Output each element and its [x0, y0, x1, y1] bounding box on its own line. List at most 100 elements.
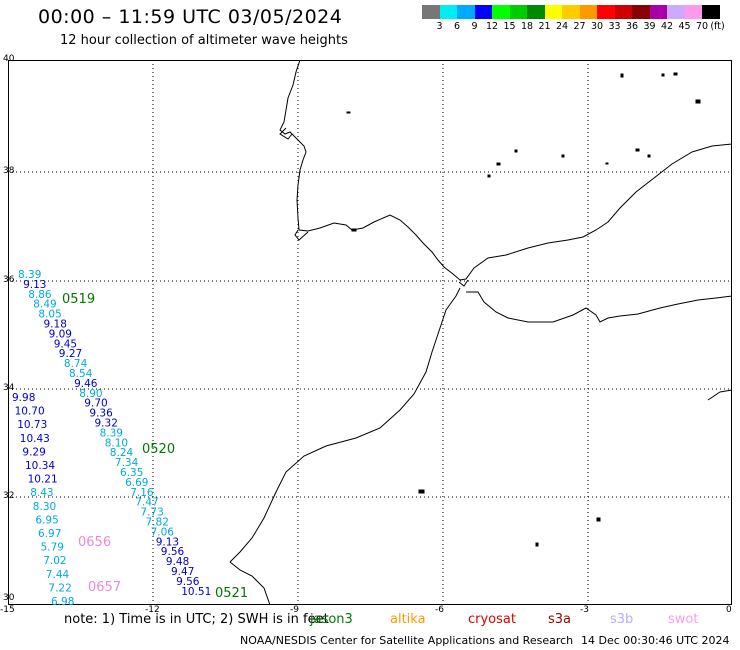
coastline [229, 60, 732, 605]
color-swatch [579, 5, 597, 19]
color-scale-label: 70 [695, 21, 709, 32]
wave-height-value: 6.98 [51, 596, 74, 605]
satellite-label-altika: altika [390, 612, 426, 627]
y-tick-label: 30 [3, 593, 15, 603]
color-swatch [597, 5, 615, 19]
pass-label: 0519 [62, 292, 95, 307]
wave-height-value: 10.51 [181, 586, 211, 598]
island [514, 149, 518, 153]
color-scale-label: 6 [453, 21, 461, 32]
wave-height-value: 7.44 [46, 569, 70, 581]
wave-height-value: 7.82 [146, 517, 169, 529]
island [596, 517, 601, 522]
lat-lon-grid [8, 60, 732, 605]
color-scale-label: 33 [608, 21, 621, 32]
wave-height-value: 6.69 [125, 477, 148, 489]
wave-height-value: 8.30 [33, 501, 56, 513]
island [487, 174, 491, 178]
pass-label: 0656 [78, 535, 111, 550]
color-swatch [509, 5, 527, 19]
wave-height-value: 8.74 [64, 358, 88, 370]
island [635, 148, 640, 152]
color-swatch [614, 5, 632, 19]
island [647, 154, 651, 158]
y-tick-label: 34 [3, 383, 15, 393]
color-scale-label: 15 [503, 21, 516, 32]
wave-height-value: 9.48 [166, 556, 189, 568]
wave-height-value: 9.29 [22, 446, 45, 458]
color-swatch [684, 5, 702, 19]
wave-height-value: 7.06 [151, 526, 175, 538]
color-scale-label: 12 [485, 21, 499, 32]
morocco-coast-lower [229, 561, 271, 605]
morocco-atlantic-coast [229, 287, 461, 563]
satellite-label-swot: swot [668, 612, 699, 627]
y-tick-label: 40 [3, 54, 15, 64]
color-scale-labels: 3 6 9 12 15 18 21 24 27 30 33 36 39 42 45 70 (ft) [422, 21, 740, 33]
island [620, 73, 624, 78]
map-subtitle: 12 hour collection of altimeter wave hei… [60, 33, 348, 48]
wave-height-value: 9.13 [156, 536, 179, 548]
island [661, 73, 665, 77]
footer-timestamp: 14 Dec 00:30:46 UTC 2024 [581, 634, 730, 647]
cape-sao-vicente [294, 229, 309, 241]
map-frame [8, 60, 732, 605]
color-swatch [439, 5, 457, 19]
island [561, 154, 565, 158]
gibraltar [458, 279, 469, 287]
wave-height-value: 8.49 [33, 299, 56, 311]
island [695, 99, 701, 104]
wave-height-value: 7.34 [115, 457, 139, 469]
satellite-label-cryosat: cryosat [468, 612, 516, 627]
wave-height-value: 8.86 [28, 289, 52, 301]
wave-height-value: 9.13 [23, 279, 46, 291]
color-swatch [422, 5, 440, 19]
wave-height-value: 9.27 [59, 348, 82, 360]
wave-height-value: 9.18 [44, 319, 67, 331]
wave-height-value: 10.43 [20, 433, 50, 445]
color-swatch [474, 5, 492, 19]
island [346, 111, 351, 114]
color-scale-label: 27 [573, 21, 586, 32]
wave-height-value: 6.95 [35, 514, 58, 526]
wave-height-value: 7.47 [135, 497, 158, 509]
color-swatch [649, 5, 667, 19]
pass-labels: 0519 0520 0656 0657 0521 [62, 292, 248, 601]
color-swatch [492, 5, 510, 19]
wave-height-value: 7.22 [48, 582, 71, 594]
wave-height-value: 9.70 [84, 398, 107, 410]
island [351, 228, 357, 232]
island [535, 542, 539, 547]
y-tick-label: 38 [3, 166, 15, 176]
y-tick-label: 36 [3, 275, 15, 285]
lisbon-estuary [279, 127, 293, 140]
wave-height-values: 8.399.138.868.498.059.189.099.459.278.74… [12, 269, 211, 605]
color-swatch [632, 5, 650, 19]
wave-height-value: 9.98 [12, 392, 35, 404]
color-scale-label: 21 [538, 21, 551, 32]
color-scale-label: 42 [660, 21, 674, 32]
color-scale-bar [422, 5, 720, 19]
wave-height-value: 9.56 [176, 576, 200, 588]
algeria-coast [707, 389, 732, 401]
wave-height-value: 9.45 [54, 338, 77, 350]
color-swatch [667, 5, 685, 19]
color-scale-label: 24 [555, 21, 569, 32]
island [673, 72, 678, 76]
color-swatch [562, 5, 580, 19]
wave-height-value: 9.46 [74, 378, 98, 390]
pass-label: 0520 [142, 442, 175, 457]
color-swatch [702, 5, 720, 19]
x-tick-label: -15 [0, 605, 15, 615]
wave-height-value: 8.54 [69, 368, 93, 380]
x-tick-label: -12 [145, 605, 160, 615]
color-scale-label: 30 [590, 21, 604, 32]
wave-height-value: 9.56 [161, 546, 185, 558]
color-swatch [544, 5, 562, 19]
wave-height-value: 9.47 [171, 566, 194, 578]
wave-height-value: 8.39 [18, 269, 41, 281]
wave-height-map: 8.399.138.868.498.059.189.099.459.278.74… [8, 60, 732, 605]
wave-height-value: 9.32 [95, 418, 118, 430]
wave-height-value: 7.16 [130, 487, 154, 499]
x-tick-label: -6 [435, 605, 444, 615]
